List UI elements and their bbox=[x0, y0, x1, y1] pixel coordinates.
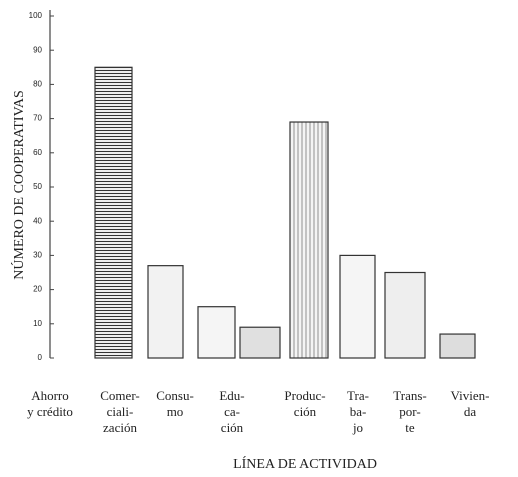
y-tick-label: 60 bbox=[33, 148, 42, 157]
y-axis-title: NÚMERO DE COOPERATIVAS bbox=[10, 90, 27, 280]
x-tick-label: da bbox=[464, 404, 477, 419]
x-tick-label: Trans- bbox=[393, 388, 426, 403]
y-tick-label: 80 bbox=[33, 80, 42, 89]
y-tick-label: 90 bbox=[33, 45, 42, 54]
y-tick-label: 50 bbox=[33, 182, 42, 191]
x-tick-label: ción bbox=[294, 404, 317, 419]
y-tick-label: 40 bbox=[33, 216, 42, 225]
x-tick-label: Consu- bbox=[156, 388, 194, 403]
x-tick-label: por- bbox=[399, 404, 420, 419]
x-tick-label: Produc- bbox=[284, 388, 325, 403]
pictogram-bar bbox=[197, 306, 236, 359]
y-tick-label: 100 bbox=[29, 11, 43, 20]
x-tick-label: y crédito bbox=[27, 404, 73, 419]
x-tick-label: ciali- bbox=[107, 404, 134, 419]
x-tick-label: jo bbox=[352, 420, 363, 435]
pictogram-bar bbox=[147, 265, 184, 359]
pictogram-bar bbox=[239, 326, 281, 359]
x-tick-label: Ahorro bbox=[31, 388, 69, 403]
x-tick-label: Vivien- bbox=[451, 388, 490, 403]
x-tick-label: Edu- bbox=[219, 388, 244, 403]
x-tick-label: Tra- bbox=[347, 388, 369, 403]
pictogram-bar bbox=[289, 121, 329, 359]
x-tick-label: mo bbox=[167, 404, 184, 419]
pictogram-bar bbox=[339, 254, 376, 359]
y-tick-label: 10 bbox=[33, 319, 42, 328]
y-tick-label: 0 bbox=[38, 353, 43, 362]
y-tick-label: 30 bbox=[33, 251, 42, 260]
x-tick-label: ca- bbox=[224, 404, 240, 419]
x-tick-label: ción bbox=[221, 420, 244, 435]
pictogram-bar bbox=[94, 66, 133, 359]
y-tick-label: 70 bbox=[33, 114, 42, 123]
x-tick-label: Comer- bbox=[100, 388, 139, 403]
x-tick-label: zación bbox=[103, 420, 137, 435]
pictogram-bar bbox=[439, 333, 476, 359]
x-tick-label: ba- bbox=[350, 404, 367, 419]
pictogram-bar bbox=[384, 271, 426, 359]
y-tick-label: 20 bbox=[33, 285, 42, 294]
x-axis-title: LÍNEA DE ACTIVIDAD bbox=[233, 455, 377, 472]
x-tick-label: te bbox=[405, 420, 415, 435]
